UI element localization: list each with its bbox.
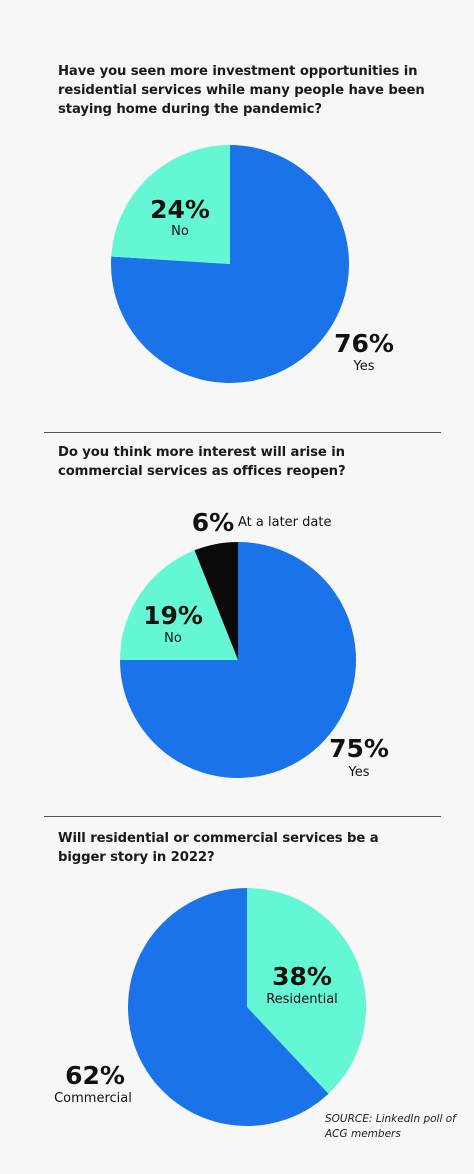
- divider-2: [44, 816, 441, 817]
- chart1-no-value: 24%: [150, 195, 210, 224]
- chart2-yes-value: 75%: [329, 734, 389, 763]
- chart3-commercial-label: Commercial: [54, 1091, 132, 1106]
- chart3-residential-value: 38%: [272, 962, 332, 991]
- chart2-title: Do you think more interest will arise in…: [58, 445, 346, 479]
- chart2-pie: [120, 542, 356, 778]
- chart3-title: Will residential or commercial services …: [58, 831, 379, 865]
- chart1-yes-value: 76%: [334, 329, 394, 358]
- chart2-slice-no: [120, 550, 238, 660]
- source-note: SOURCE: LinkedIn poll of ACG members: [325, 1113, 456, 1140]
- chart2-slice-later: [194, 542, 238, 660]
- divider-1: [44, 432, 441, 433]
- chart2-later-label: At a later date: [238, 515, 332, 530]
- chart2-no-value: 19%: [143, 601, 203, 630]
- chart1-pie: [111, 145, 350, 383]
- chart2-no-label: No: [164, 631, 182, 646]
- chart1-slice-no: [111, 145, 230, 264]
- chart3-slice-residential: [247, 888, 367, 1094]
- chart3-residential-label: Residential: [266, 992, 338, 1007]
- chart2-yes-label: Yes: [348, 765, 370, 780]
- chart3-slice-commercial: [128, 888, 329, 1126]
- chart2-later-value: 6%: [191, 508, 235, 537]
- chart3-commercial-value: 62%: [65, 1061, 125, 1090]
- chart1-title: Have you seen more investment opportunit…: [58, 64, 425, 117]
- chart1-no-label: No: [171, 224, 189, 239]
- chart1-yes-label: Yes: [353, 359, 375, 374]
